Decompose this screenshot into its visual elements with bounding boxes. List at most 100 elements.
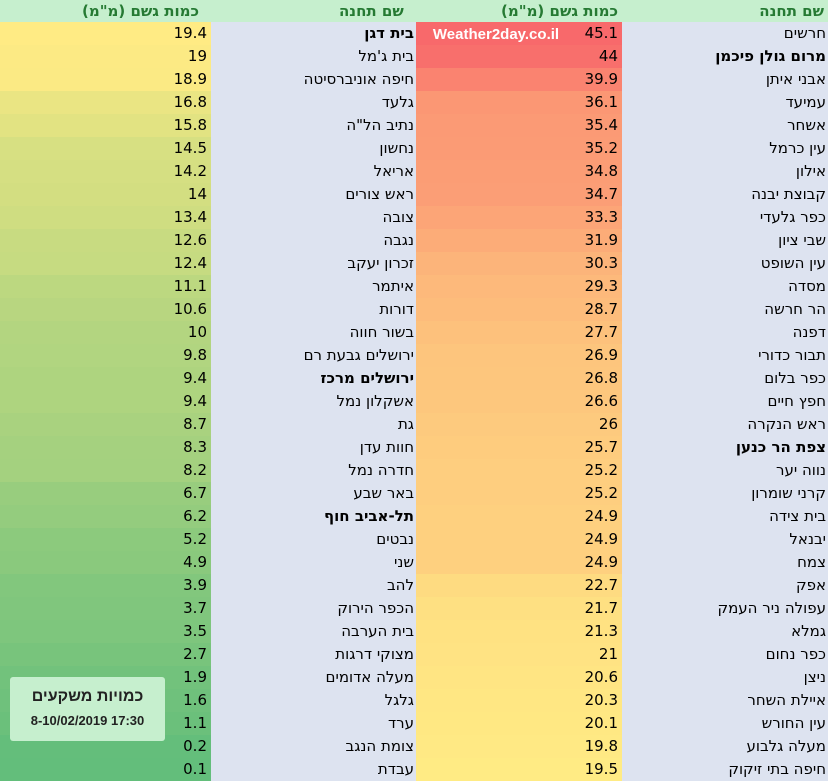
- rain-value: 5.2: [0, 528, 211, 551]
- station-name: תבור כדורי: [622, 344, 828, 367]
- rain-value: 11.1: [0, 275, 211, 298]
- rain-value: 22.7: [416, 574, 622, 597]
- station-name: עבדת: [211, 758, 416, 781]
- rain-value: 20.1: [416, 712, 622, 735]
- station-name: אפק: [622, 574, 828, 597]
- rain-value: 34.7: [416, 183, 622, 206]
- station-name: אשקלון נמל: [211, 390, 416, 413]
- rain-value: 33.3: [416, 206, 622, 229]
- rain-value: 13.4: [0, 206, 211, 229]
- station-name: מרום גולן פיכמן: [622, 45, 828, 68]
- rain-value: 8.7: [0, 413, 211, 436]
- rain-value: 35.2: [416, 137, 622, 160]
- station-name: תל-אביב חוף: [211, 505, 416, 528]
- rain-value: 16.8: [0, 91, 211, 114]
- station-name: נווה יער: [622, 459, 828, 482]
- rain-value: 12.4: [0, 252, 211, 275]
- rain-value: 2.7: [0, 643, 211, 666]
- station-name: בית הערבה: [211, 620, 416, 643]
- rain-value: 25.2: [416, 459, 622, 482]
- header-rain-left: כמות גשם (מ"מ): [0, 0, 211, 22]
- station-name: צומת הנגב: [211, 735, 416, 758]
- header-rain-right: כמות גשם (מ"מ): [416, 0, 622, 22]
- rain-value: 26.8: [416, 367, 622, 390]
- rain-value: 8.3: [0, 436, 211, 459]
- rain-value: 30.3: [416, 252, 622, 275]
- station-name: מעלה אדומים: [211, 666, 416, 689]
- station-name: שני: [211, 551, 416, 574]
- rain-value: 14.5: [0, 137, 211, 160]
- station-name: באר שבע: [211, 482, 416, 505]
- header-station-left: שם תחנה: [211, 0, 416, 22]
- rain-value: 25.7: [416, 436, 622, 459]
- station-name: עפולה ניר העמק: [622, 597, 828, 620]
- station-name: ניצן: [622, 666, 828, 689]
- station-name: מסדה: [622, 275, 828, 298]
- info-date: 8-10/02/2019 17:30: [30, 713, 145, 728]
- rain-value: 19.8: [416, 735, 622, 758]
- rain-value: 14.2: [0, 160, 211, 183]
- station-name: צמח: [622, 551, 828, 574]
- rain-value: 15.8: [0, 114, 211, 137]
- rain-value: 26: [416, 413, 622, 436]
- station-name: מצוקי דרגות: [211, 643, 416, 666]
- station-name: חרשים: [622, 22, 828, 45]
- station-name: חיפה בתי זיקוק: [622, 758, 828, 781]
- rain-value: 8.2: [0, 459, 211, 482]
- station-name: עין כרמל: [622, 137, 828, 160]
- station-name: גמלא: [622, 620, 828, 643]
- rain-value: 21.7: [416, 597, 622, 620]
- rain-value: 21.3: [416, 620, 622, 643]
- station-name: בשור חווה: [211, 321, 416, 344]
- station-name: עמיעד: [622, 91, 828, 114]
- rain-value: 45.1: [416, 22, 622, 45]
- station-name: עין החורש: [622, 712, 828, 735]
- station-name: אריאל: [211, 160, 416, 183]
- header-station-right: שם תחנה: [622, 0, 828, 22]
- rain-value: 12.6: [0, 229, 211, 252]
- station-name: עין השופט: [622, 252, 828, 275]
- rain-value: 6.7: [0, 482, 211, 505]
- station-name: גת: [211, 413, 416, 436]
- station-name: גלעד: [211, 91, 416, 114]
- station-name: קרני שומרון: [622, 482, 828, 505]
- rain-value: 3.9: [0, 574, 211, 597]
- rain-value: 24.9: [416, 528, 622, 551]
- station-name: גלגל: [211, 689, 416, 712]
- rain-value: 27.7: [416, 321, 622, 344]
- rain-value: 19.4: [0, 22, 211, 45]
- rain-value: 9.4: [0, 367, 211, 390]
- station-name: בית צידה: [622, 505, 828, 528]
- station-name: כפר גלעדי: [622, 206, 828, 229]
- rain-value: 3.7: [0, 597, 211, 620]
- rain-value: 18.9: [0, 68, 211, 91]
- station-name: שבי ציון: [622, 229, 828, 252]
- rain-value: 10.6: [0, 298, 211, 321]
- rain-value: 10: [0, 321, 211, 344]
- rain-value: 35.4: [416, 114, 622, 137]
- watermark: Weather2day.co.il: [432, 26, 560, 43]
- rain-value: 34.8: [416, 160, 622, 183]
- station-name: קבוצת יבנה: [622, 183, 828, 206]
- station-name: זכרון יעקב: [211, 252, 416, 275]
- info-title: כמויות משקעים: [31, 688, 144, 705]
- station-name: איילת השחר: [622, 689, 828, 712]
- station-name: הר חרשה: [622, 298, 828, 321]
- station-name: חדרה נמל: [211, 459, 416, 482]
- rain-value: 21: [416, 643, 622, 666]
- rain-value: 4.9: [0, 551, 211, 574]
- station-name: ראש הנקרה: [622, 413, 828, 436]
- rain-value: 36.1: [416, 91, 622, 114]
- station-name: בית ג'מל: [211, 45, 416, 68]
- station-name: נבטים: [211, 528, 416, 551]
- station-name: אשחר: [622, 114, 828, 137]
- station-name: נתיב הל"ה: [211, 114, 416, 137]
- rain-value: 14: [0, 183, 211, 206]
- rain-value: 19: [0, 45, 211, 68]
- rain-value: 26.9: [416, 344, 622, 367]
- station-name: להב: [211, 574, 416, 597]
- station-name: כפר בלום: [622, 367, 828, 390]
- info-box: כמויות משקעים 8-10/02/2019 17:30: [10, 677, 165, 741]
- station-name: נגבה: [211, 229, 416, 252]
- rain-value: 20.6: [416, 666, 622, 689]
